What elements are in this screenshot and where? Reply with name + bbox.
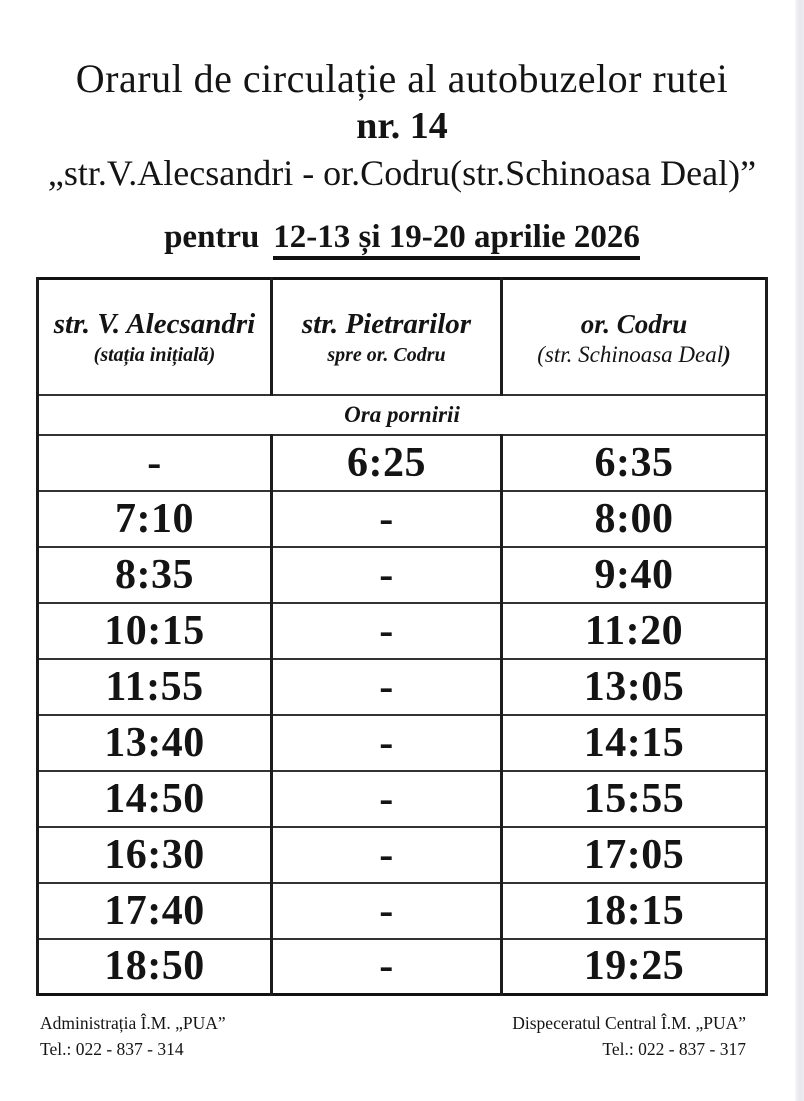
time-cell: 19:25 <box>500 937 768 996</box>
time-cell: 16:30 <box>36 825 273 884</box>
period-line: pentru 12-13 și 19-20 aprilie 2026 <box>0 217 804 260</box>
section-header-row: Ora pornirii <box>36 393 768 436</box>
time-cell: 18:15 <box>500 881 768 940</box>
column-title: str. Pietrarilor <box>301 307 472 340</box>
table-row: 18:50 - 19:25 <box>36 937 768 996</box>
time-cell: - <box>270 489 503 548</box>
route-number: nr. 14 <box>356 105 448 147</box>
footer-dispatch-org: Dispeceratul Central Î.M. „PUA” <box>512 1013 746 1033</box>
time-cell: - <box>270 937 503 996</box>
time-cell: 8:35 <box>36 545 273 604</box>
page-footer: Administrația Î.M. „PUA” Tel.: 022 - 837… <box>0 1010 804 1062</box>
time-cell: - <box>270 601 503 660</box>
table-row: 13:40 - 14:15 <box>36 713 768 772</box>
time-cell: 17:05 <box>500 825 768 884</box>
time-cell: 13:40 <box>36 713 273 772</box>
footer-dispatch: Dispeceratul Central Î.M. „PUA” Tel.: 02… <box>512 1010 746 1062</box>
route-name: „str.V.Alecsandri - or.Codru(str.Schinoa… <box>47 153 757 193</box>
column-subtitle: spre or. Codru <box>327 343 446 366</box>
time-cell: 14:15 <box>500 713 768 772</box>
time-cell: - <box>270 769 503 828</box>
section-header: Ora pornirii <box>36 393 768 436</box>
time-cell: 8:00 <box>500 489 768 548</box>
table-row: 10:15 - 11:20 <box>36 601 768 660</box>
time-cell: 18:50 <box>36 937 273 996</box>
time-cell: 9:40 <box>500 545 768 604</box>
column-title: or. Codru <box>580 308 688 339</box>
table-row: 17:40 - 18:15 <box>36 881 768 940</box>
table-row: 7:10 - 8:00 <box>36 489 768 548</box>
page-edge-shadow <box>795 0 804 1101</box>
table-row: 14:50 - 15:55 <box>36 769 768 828</box>
footer-administration: Administrația Î.M. „PUA” Tel.: 022 - 837… <box>40 1010 226 1062</box>
document-title: Orarul de circulație al autobuzelor rute… <box>75 56 729 101</box>
time-cell: 10:15 <box>36 601 273 660</box>
time-cell: - <box>270 825 503 884</box>
period-prefix: pentru <box>164 219 260 255</box>
time-cell: - <box>270 881 503 940</box>
time-cell: 6:25 <box>270 433 503 492</box>
time-cell: 13:05 <box>500 657 768 716</box>
time-cell: - <box>270 657 503 716</box>
time-cell: 11:20 <box>500 601 768 660</box>
time-cell: 17:40 <box>36 881 273 940</box>
column-subtitle-paren: ) <box>723 341 731 367</box>
time-cell: 14:50 <box>36 769 273 828</box>
time-cell: - <box>270 713 503 772</box>
time-cell: - <box>270 545 503 604</box>
time-cell: 11:55 <box>36 657 273 716</box>
column-header-alecsandri: str. V. Alecsandri (stația inițială) <box>36 277 273 396</box>
footer-admin-org: Administrația Î.M. „PUA” <box>40 1013 226 1033</box>
column-subtitle-text: (str. Schinoasa Deal <box>537 341 724 367</box>
table-row: - 6:25 6:35 <box>36 433 768 492</box>
table-row: 11:55 - 13:05 <box>36 657 768 716</box>
period-dates: 12-13 și 19-20 aprilie 2026 <box>273 219 640 260</box>
column-header-pietrarilor: str. Pietrarilor spre or. Codru <box>270 277 503 396</box>
time-cell: 7:10 <box>36 489 273 548</box>
column-subtitle: (str. Schinoasa Deal) <box>503 342 765 368</box>
column-subtitle: (stația inițială) <box>93 343 216 366</box>
column-header-codru: or. Codru (str. Schinoasa Deal) <box>500 277 768 396</box>
table-header-row: str. V. Alecsandri (stația inițială) str… <box>36 277 768 396</box>
footer-dispatch-tel: Tel.: 022 - 837 - 317 <box>602 1039 746 1059</box>
timetable: str. V. Alecsandri (stația inițială) str… <box>36 277 768 996</box>
footer-admin-tel: Tel.: 022 - 837 - 314 <box>40 1039 184 1059</box>
table-row: 8:35 - 9:40 <box>36 545 768 604</box>
column-title: str. V. Alecsandri <box>53 307 256 340</box>
time-cell: 15:55 <box>500 769 768 828</box>
time-cell: 6:35 <box>500 433 768 492</box>
table-row: 16:30 - 17:05 <box>36 825 768 884</box>
time-cell: - <box>36 433 273 492</box>
